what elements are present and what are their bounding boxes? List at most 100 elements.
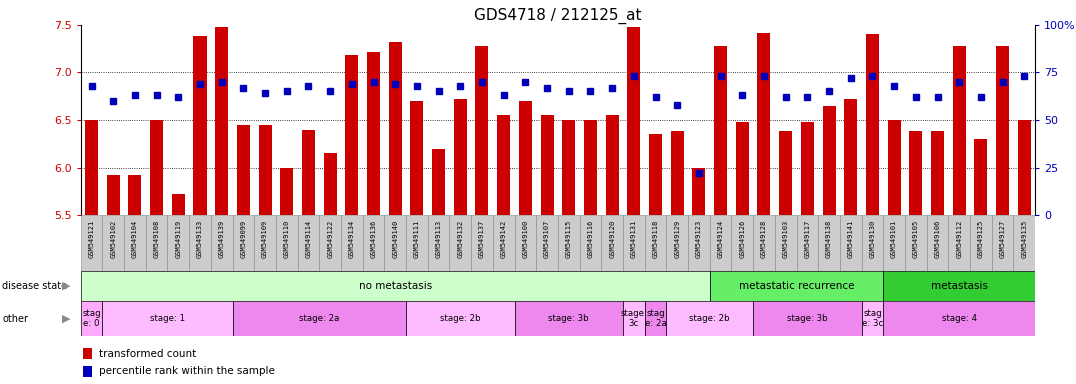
Bar	[931, 131, 944, 215]
Title: GDS4718 / 212125_at: GDS4718 / 212125_at	[475, 7, 641, 23]
Bar	[840, 215, 862, 271]
Text: GSM549124: GSM549124	[718, 220, 723, 258]
Bar	[883, 215, 905, 271]
Text: GSM549102: GSM549102	[110, 220, 116, 258]
Bar	[280, 167, 294, 215]
Text: stage: 2b: stage: 2b	[690, 314, 730, 323]
Bar	[736, 122, 749, 215]
Text: GSM549115: GSM549115	[566, 220, 571, 258]
Bar	[388, 42, 401, 215]
Text: stag
e: 0: stag e: 0	[82, 309, 101, 328]
Bar	[258, 125, 271, 215]
Bar	[1014, 215, 1035, 271]
Bar	[151, 120, 164, 215]
Text: GSM549136: GSM549136	[370, 220, 377, 258]
Text: GSM549134: GSM549134	[349, 220, 355, 258]
Text: GSM549139: GSM549139	[218, 220, 225, 258]
Text: GSM549141: GSM549141	[848, 220, 853, 258]
Bar	[818, 215, 840, 271]
Bar	[753, 301, 862, 336]
Bar	[753, 215, 775, 271]
Text: GSM549121: GSM549121	[88, 220, 95, 258]
Text: stag
e: 3c: stag e: 3c	[862, 309, 883, 328]
Text: GSM549129: GSM549129	[675, 220, 680, 258]
Bar	[363, 215, 384, 271]
Text: stage: 1: stage: 1	[150, 314, 185, 323]
Text: GSM549107: GSM549107	[544, 220, 550, 258]
Text: stag
e: 2a: stag e: 2a	[645, 309, 666, 328]
Bar	[189, 215, 211, 271]
Bar	[302, 129, 315, 215]
Bar	[926, 215, 948, 271]
Bar	[107, 175, 119, 215]
Text: GSM549108: GSM549108	[154, 220, 159, 258]
Text: GSM549117: GSM549117	[805, 220, 810, 258]
Bar	[692, 167, 706, 215]
Bar	[345, 55, 358, 215]
Bar	[996, 46, 1009, 215]
Bar	[320, 215, 341, 271]
Bar	[649, 134, 662, 215]
Bar	[476, 46, 489, 215]
Bar	[645, 215, 666, 271]
Bar	[83, 366, 93, 377]
Bar	[406, 215, 428, 271]
Text: GSM549116: GSM549116	[587, 220, 594, 258]
Bar	[888, 120, 901, 215]
Bar	[627, 27, 640, 215]
Text: stage: 3b: stage: 3b	[549, 314, 589, 323]
Text: GSM549132: GSM549132	[457, 220, 464, 258]
Text: GSM549099: GSM549099	[240, 220, 246, 258]
Text: GSM549119: GSM549119	[175, 220, 182, 258]
Text: GSM549123: GSM549123	[696, 220, 702, 258]
Bar	[580, 215, 601, 271]
Bar	[275, 215, 298, 271]
Text: GSM549126: GSM549126	[739, 220, 746, 258]
Bar	[298, 215, 320, 271]
Bar	[601, 215, 623, 271]
Bar	[845, 99, 858, 215]
Bar	[540, 115, 553, 215]
Bar	[406, 301, 514, 336]
Text: GSM549112: GSM549112	[957, 220, 962, 258]
Bar	[102, 215, 124, 271]
Text: transformed count: transformed count	[99, 349, 196, 359]
Bar	[758, 33, 770, 215]
Text: GSM549128: GSM549128	[761, 220, 767, 258]
Bar	[428, 215, 450, 271]
Bar	[471, 215, 493, 271]
Bar	[519, 101, 532, 215]
Bar	[796, 215, 818, 271]
Text: ▶: ▶	[62, 281, 71, 291]
Text: GSM549100: GSM549100	[522, 220, 528, 258]
Bar	[384, 215, 406, 271]
Bar	[883, 301, 1035, 336]
Bar	[83, 348, 93, 359]
Bar	[563, 120, 576, 215]
Bar	[584, 120, 597, 215]
Bar	[168, 215, 189, 271]
Bar	[862, 215, 883, 271]
Bar	[606, 115, 619, 215]
Bar	[172, 194, 185, 215]
Bar	[775, 215, 796, 271]
Bar	[497, 115, 510, 215]
Bar	[866, 35, 879, 215]
Bar	[623, 301, 645, 336]
Text: GSM549137: GSM549137	[479, 220, 485, 258]
Text: ▶: ▶	[62, 314, 71, 324]
Text: GSM549110: GSM549110	[284, 220, 289, 258]
Text: metastasis: metastasis	[931, 281, 988, 291]
Text: GSM549111: GSM549111	[414, 220, 420, 258]
Text: metastatic recurrence: metastatic recurrence	[739, 281, 854, 291]
Text: GSM549125: GSM549125	[978, 220, 983, 258]
Text: stage:
3c: stage: 3c	[621, 309, 648, 328]
Bar	[909, 131, 922, 215]
Text: stage: 2a: stage: 2a	[299, 314, 340, 323]
Text: percentile rank within the sample: percentile rank within the sample	[99, 366, 274, 376]
Bar	[732, 215, 753, 271]
Bar	[992, 215, 1014, 271]
Bar	[450, 215, 471, 271]
Text: GSM549105: GSM549105	[912, 220, 919, 258]
Bar	[883, 271, 1035, 301]
